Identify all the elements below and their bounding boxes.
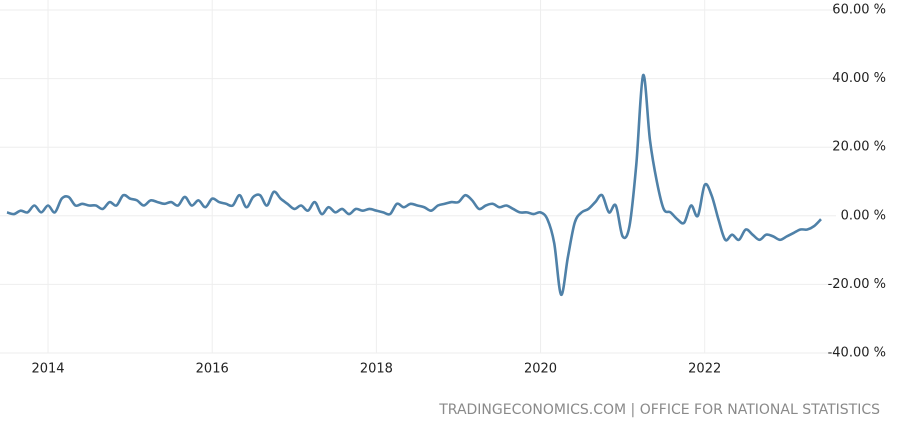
x-tick-label: 2020 xyxy=(524,362,557,377)
line xyxy=(6,73,822,296)
y-tick-label: 0.00 % xyxy=(841,208,886,223)
y-tick-label: -40.00 % xyxy=(828,346,886,361)
x-tick-label: 2018 xyxy=(360,362,393,377)
x-tick-label: 2016 xyxy=(196,362,229,377)
y-tick-label: -20.00 % xyxy=(828,277,886,292)
x-tick-label: 2014 xyxy=(31,362,64,377)
y-tick-label: 40.00 % xyxy=(832,71,886,86)
x-tick-label: 2022 xyxy=(688,362,721,377)
y-tick-label: 60.00 % xyxy=(832,3,886,18)
source: TRADINGECONOMICS.COM | OFFICE FOR NATION… xyxy=(438,402,880,418)
y-tick-label: 20.00 % xyxy=(832,140,886,155)
